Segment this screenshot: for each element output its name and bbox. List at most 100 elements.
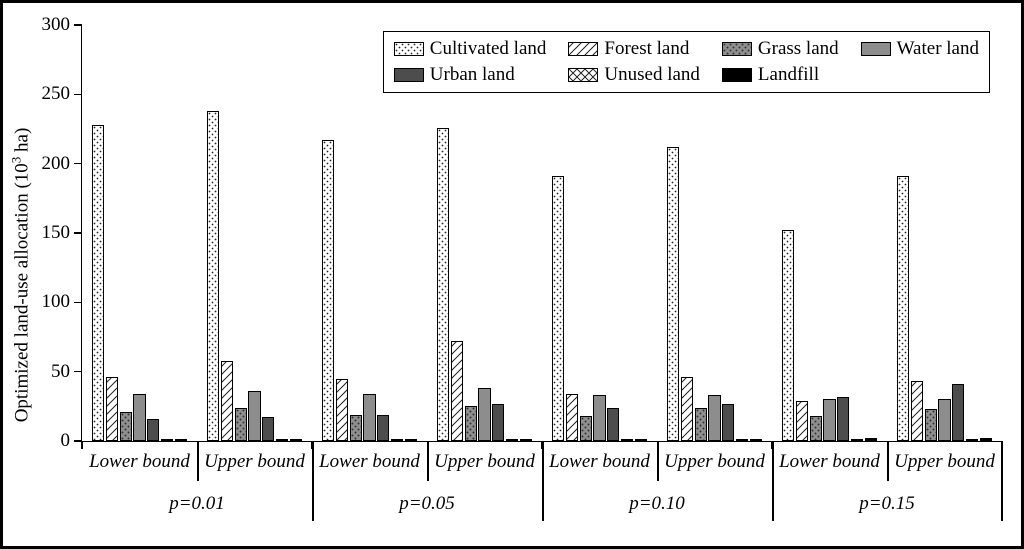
subgroup-label: Lower bound [542,451,657,473]
y-tick-label: 100 [42,291,71,313]
y-tick-label: 150 [42,222,71,244]
y-tick-label: 0 [61,430,71,452]
subgroup: Upper bound [197,25,312,441]
subgroup-label: Upper bound [427,451,542,473]
y-tick [74,371,82,373]
subgroup-label: Lower bound [312,451,427,473]
bar-landfill [405,439,417,441]
y-tick-label: 200 [42,153,71,175]
y-tick [74,94,82,96]
bar-unused [276,439,288,441]
bar-water [133,394,145,441]
y-tick [74,302,82,304]
bar-water [478,388,490,441]
group: p=0.15Lower boundUpper bound [772,25,1002,441]
y-tick-label: 250 [42,83,71,105]
bar-cultivated [897,176,909,441]
bar-cultivated [437,128,449,441]
x-tick [771,441,773,449]
bar-urban [837,397,849,441]
bar-grass [580,416,592,441]
y-axis-title: Optimized land-use allocation (103 ha) [8,127,33,422]
bar-forest [911,381,923,441]
bar-landfill [865,438,877,441]
bar-landfill [750,439,762,441]
bar-grass [925,409,937,441]
bar-cultivated [552,176,564,441]
bar-landfill [980,438,992,441]
group-label: p=0.01 [82,493,312,515]
bar-forest [796,401,808,441]
bar-landfill [175,439,187,441]
subgroup: Lower bound [312,25,427,441]
group-label: p=0.15 [772,493,1002,515]
bar-water [938,399,950,441]
bar-landfill [290,439,302,441]
bar-unused [391,439,403,441]
bar-grass [120,412,132,441]
group: p=0.05Lower boundUpper bound [312,25,542,441]
bar-urban [607,408,619,441]
bar-water [708,395,720,441]
chart-frame: { "chart": { "type": "grouped-bar", "bac… [0,0,1024,549]
group-label: p=0.05 [312,493,542,515]
y-tick-label: 300 [42,14,71,36]
x-tick [541,441,543,449]
group: p=0.01Lower boundUpper bound [82,25,312,441]
bar-urban [492,404,504,441]
subgroup: Upper bound [887,25,1002,441]
bar-grass [350,415,362,441]
bar-forest [106,377,118,441]
bar-unused [851,439,863,441]
bar-forest [336,379,348,441]
subgroup: Upper bound [427,25,542,441]
bar-landfill [635,439,647,441]
subgroup: Lower bound [542,25,657,441]
bar-grass [235,408,247,441]
subgroup: Upper bound [657,25,772,441]
subgroup-label: Upper bound [197,451,312,473]
bar-unused [966,439,978,441]
y-tick-label: 50 [51,361,70,383]
x-tick [311,441,313,449]
bar-urban [377,415,389,441]
bar-forest [221,361,233,441]
bar-urban [722,404,734,441]
bar-landfill [520,439,532,441]
x-tick [1001,441,1003,449]
bar-unused [621,439,633,441]
subgroup-label: Lower bound [82,451,197,473]
subgroup-label: Upper bound [887,451,1002,473]
bar-cultivated [667,147,679,441]
subgroup-label: Upper bound [657,451,772,473]
bar-cultivated [782,230,794,441]
y-tick [74,163,82,165]
bar-grass [695,408,707,441]
subgroup: Lower bound [772,25,887,441]
group: p=0.10Lower boundUpper bound [542,25,772,441]
bar-cultivated [92,125,104,441]
group-label: p=0.10 [542,493,772,515]
bar-grass [810,416,822,441]
y-tick [74,24,82,26]
x-tick [81,441,83,449]
bar-water [593,395,605,441]
y-tick [74,232,82,234]
bar-unused [506,439,518,441]
plot-area: Cultivated landForest landGrass landWate… [81,25,1002,442]
bar-urban [262,417,274,441]
subgroup: Lower bound [82,25,197,441]
bar-cultivated [207,111,219,441]
bar-unused [161,439,173,441]
bar-grass [465,406,477,441]
bar-water [823,399,835,441]
bar-forest [451,341,463,441]
bar-urban [147,419,159,441]
bar-unused [736,439,748,441]
bar-water [363,394,375,441]
bar-forest [681,377,693,441]
bar-forest [566,394,578,441]
bar-cultivated [322,140,334,441]
bar-urban [952,384,964,441]
subgroup-label: Lower bound [772,451,887,473]
